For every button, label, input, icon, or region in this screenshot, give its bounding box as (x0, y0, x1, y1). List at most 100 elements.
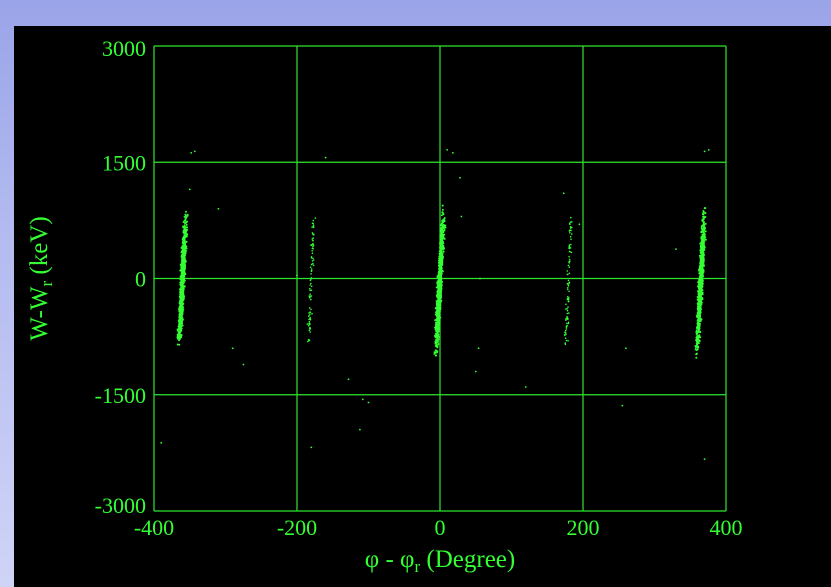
data-point (179, 310, 182, 313)
data-point (312, 245, 314, 248)
data-point (567, 288, 569, 291)
data-point (435, 307, 438, 310)
data-point (568, 272, 571, 275)
data-point (439, 280, 441, 283)
data-point (308, 321, 311, 323)
data-point (700, 241, 703, 244)
y-tick-label: 0 (135, 267, 146, 292)
data-point (565, 328, 568, 330)
data-point (180, 334, 183, 337)
data-point (699, 307, 702, 310)
data-point (621, 404, 624, 407)
data-point (438, 313, 440, 316)
data-point (183, 232, 186, 235)
data-point (308, 322, 311, 325)
data-point (700, 291, 703, 294)
data-point (160, 441, 163, 444)
data-point (566, 322, 568, 325)
data-point (312, 225, 315, 227)
data-point (193, 150, 196, 153)
data-point (310, 285, 313, 288)
data-point (180, 278, 183, 281)
data-point (438, 269, 441, 272)
data-point (570, 233, 573, 235)
x-axis-label-sub: r (414, 557, 420, 576)
data-point (703, 227, 706, 230)
data-point (695, 342, 698, 345)
data-point (570, 243, 572, 246)
data-point (564, 329, 567, 332)
data-point (703, 229, 706, 232)
data-point (700, 277, 703, 280)
data-point (182, 226, 185, 229)
data-point (182, 278, 185, 281)
data-point (178, 337, 181, 340)
data-point (439, 227, 442, 230)
data-point (701, 224, 704, 227)
data-point (436, 317, 439, 320)
data-point (697, 295, 700, 298)
data-point (700, 247, 703, 250)
data-point (568, 246, 570, 248)
data-point (439, 290, 442, 293)
data-point (312, 259, 315, 261)
data-point (569, 226, 572, 228)
data-point (625, 347, 627, 350)
data-point (477, 347, 480, 350)
data-point (308, 329, 311, 332)
data-point (699, 284, 702, 287)
data-point (697, 308, 700, 311)
data-point (185, 210, 187, 213)
data-point (310, 257, 313, 259)
data-point (434, 342, 437, 345)
data-point (434, 332, 437, 335)
data-point (564, 343, 567, 346)
data-point (479, 277, 481, 280)
data-point (182, 302, 185, 305)
data-point (703, 245, 706, 248)
data-point (439, 229, 442, 232)
data-point (182, 269, 185, 272)
data-point (696, 345, 699, 348)
data-point (568, 258, 571, 261)
data-point (460, 215, 463, 218)
data-point (309, 311, 311, 313)
data-point (697, 291, 700, 294)
x-tick-label: 0 (435, 515, 446, 540)
data-point (567, 273, 569, 276)
data-point (569, 221, 572, 223)
data-point (312, 244, 315, 247)
data-point (435, 334, 438, 337)
data-point (568, 244, 571, 247)
data-point (437, 334, 440, 337)
data-point (440, 214, 443, 217)
data-point (367, 401, 370, 404)
data-point (697, 315, 700, 318)
data-point (311, 249, 314, 252)
data-point (436, 328, 439, 331)
data-point (310, 263, 313, 266)
data-point (700, 282, 703, 285)
data-point (440, 222, 443, 225)
data-point (694, 345, 697, 347)
data-point (310, 295, 312, 298)
data-point (474, 370, 477, 373)
x-tick-label: 200 (567, 515, 600, 540)
data-point (707, 149, 710, 151)
data-point (565, 303, 567, 306)
data-point (436, 345, 439, 348)
data-point (184, 252, 187, 255)
data-point (568, 256, 570, 258)
data-point (437, 277, 440, 280)
data-point (183, 240, 186, 243)
data-point (181, 242, 184, 244)
data-point (186, 233, 189, 236)
data-point (702, 226, 705, 228)
data-point (182, 230, 185, 233)
data-point (698, 302, 701, 305)
data-point (695, 356, 698, 359)
data-point (309, 279, 312, 282)
data-point (696, 340, 698, 343)
data-point (180, 327, 183, 330)
data-point (437, 293, 439, 296)
